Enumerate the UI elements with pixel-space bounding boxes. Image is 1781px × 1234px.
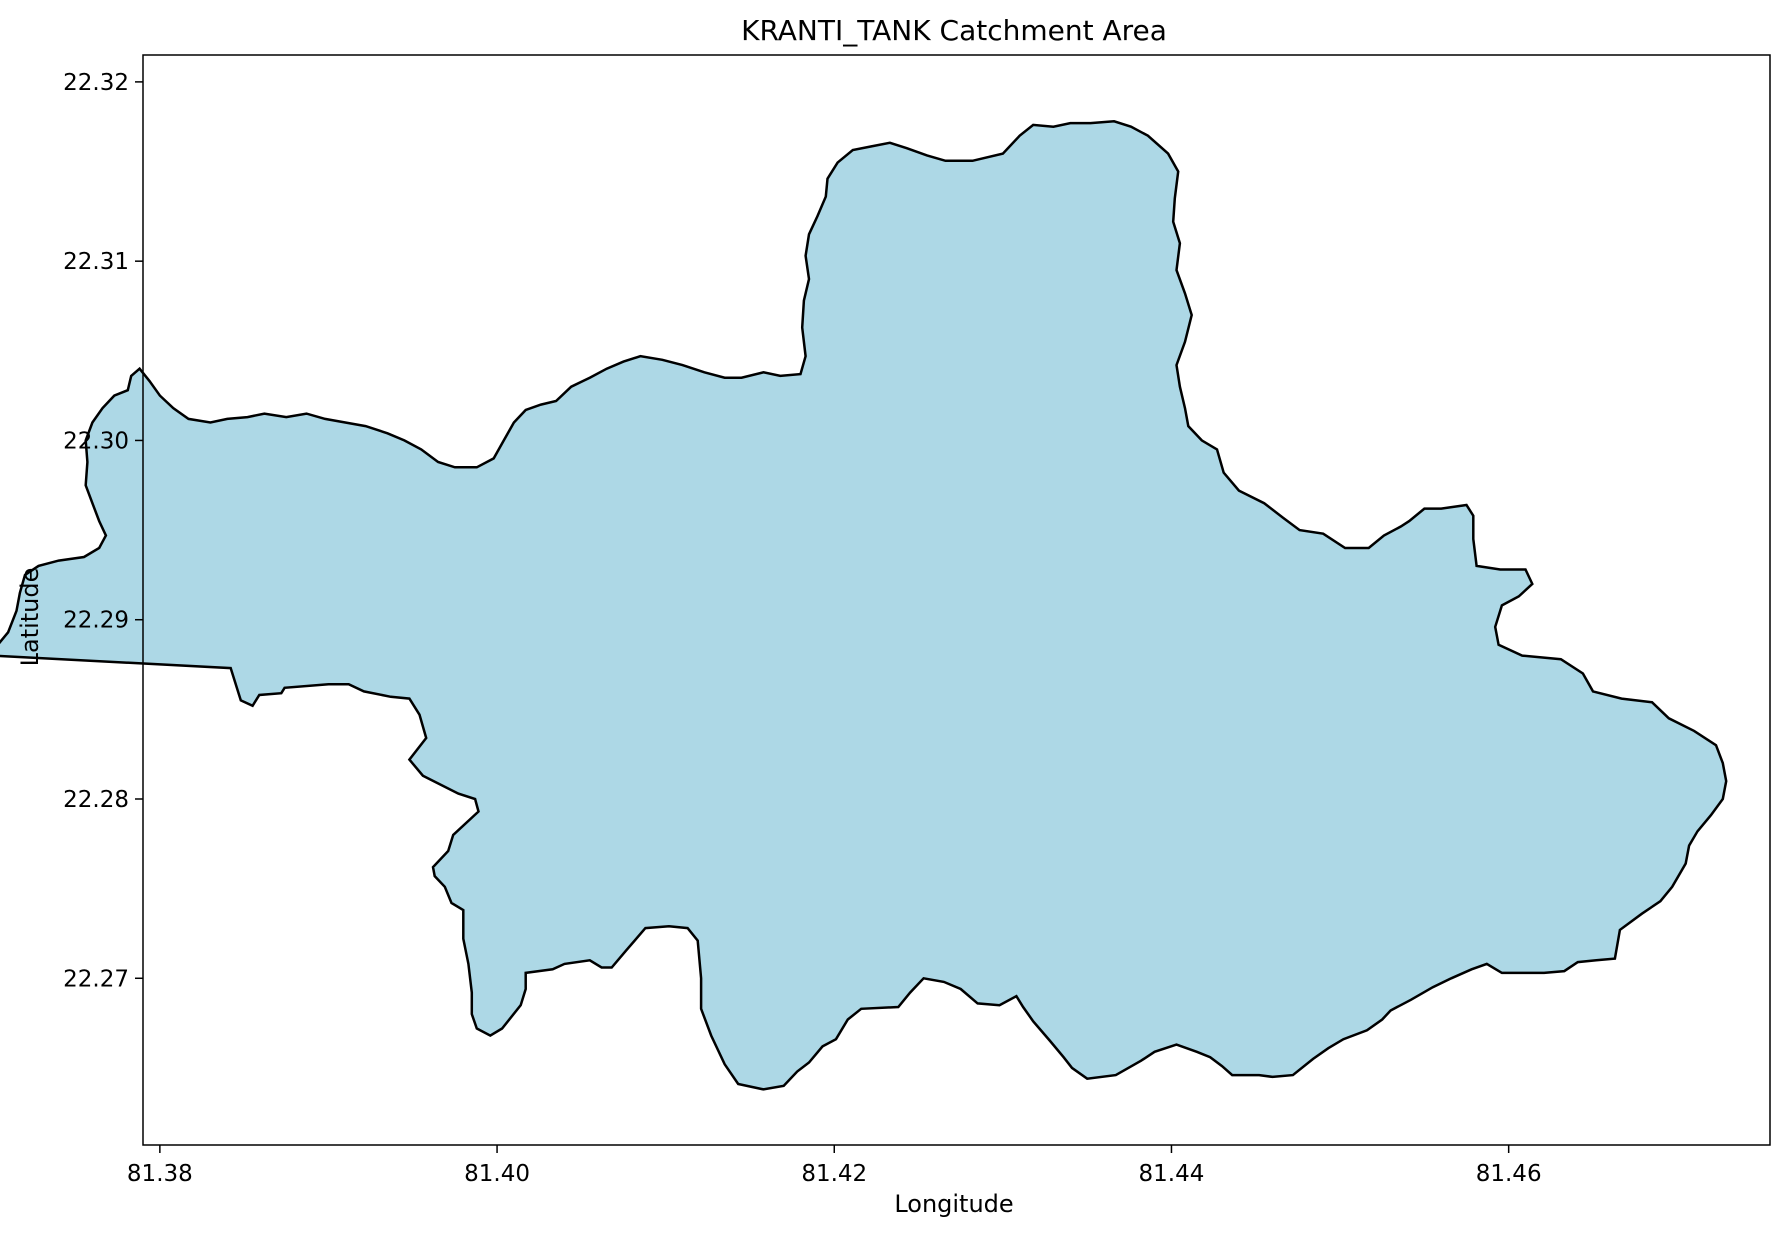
- axes-frame: [142, 54, 1771, 1146]
- x-tick-label: 81.42: [801, 1161, 867, 1187]
- chart-title: KRANTI_TANK Catchment Area: [741, 14, 1167, 47]
- y-tick-label: 22.28: [63, 787, 129, 813]
- y-tick-label: 22.30: [63, 428, 129, 454]
- x-tick-label: 81.46: [1476, 1161, 1542, 1187]
- x-tick-label: 81.44: [1139, 1161, 1205, 1187]
- y-tick-label: 22.31: [63, 249, 129, 275]
- y-tick-label: 22.29: [63, 608, 129, 634]
- plot-area: [0, 120, 1728, 1091]
- catchment-polygon: [0, 120, 1728, 1091]
- y-axis-ticks: 22.27 22.28 22.29 22.30 22.31 22.32: [63, 70, 143, 992]
- x-tick-label: 81.38: [127, 1161, 193, 1187]
- y-axis-label: Latitude: [16, 568, 44, 667]
- x-axis-ticks: 81.38 81.40 81.42 81.44 81.46: [127, 1145, 1542, 1187]
- x-tick-label: 81.40: [464, 1161, 530, 1187]
- x-axis-label: Longitude: [894, 1190, 1013, 1218]
- y-tick-label: 22.32: [63, 70, 129, 96]
- y-tick-label: 22.27: [63, 966, 129, 992]
